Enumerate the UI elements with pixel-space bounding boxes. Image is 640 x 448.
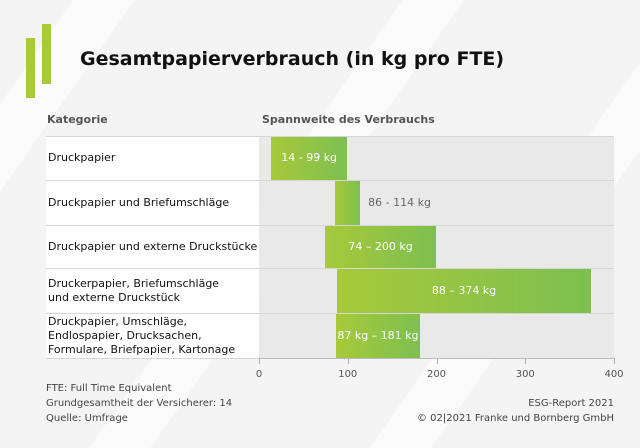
row-divider bbox=[46, 136, 614, 137]
category-label: Druckpapier bbox=[48, 151, 116, 164]
range-bar bbox=[336, 314, 420, 358]
x-tick-label: 400 bbox=[604, 369, 624, 380]
bar-label: 88 – 374 kg bbox=[431, 283, 497, 297]
category-label: Druckpapier und externe Druckstücke bbox=[48, 239, 258, 253]
x-tick-label: 300 bbox=[515, 369, 535, 380]
category-label: Druckerpapier, Briefumschläge und externe… bbox=[48, 276, 220, 304]
range-bar bbox=[335, 181, 361, 225]
footer-report: ESG-Report 2021 bbox=[528, 398, 614, 409]
footer-note: FTE: Full Time Equivalent bbox=[46, 383, 172, 394]
footer-copyright: © 02|2021 Franke und Bornberg GmbH bbox=[416, 413, 614, 424]
category-header: Kategorie bbox=[47, 113, 108, 126]
row-divider bbox=[46, 313, 614, 314]
category-label: Druckpapier und Briefumschläge bbox=[48, 195, 230, 209]
footer-right: ESG-Report 2021 © 02|2021 Franke und Bor… bbox=[417, 396, 614, 426]
footer-note: Grundgesamtheit der Versicherer: 14 bbox=[46, 398, 233, 409]
x-tick bbox=[347, 358, 349, 364]
x-tick bbox=[259, 358, 260, 364]
row-divider bbox=[46, 180, 614, 181]
x-tick-label: 200 bbox=[426, 369, 447, 380]
x-axis-line bbox=[259, 358, 614, 359]
x-tick bbox=[614, 358, 615, 364]
bar-label: 14 - 99 kg bbox=[281, 151, 338, 164]
category-label: Druckpapier, Umschläge, Endlospapier, Dru… bbox=[48, 314, 236, 356]
category-panel bbox=[46, 136, 260, 358]
row-divider bbox=[46, 268, 614, 269]
x-tick bbox=[525, 358, 527, 364]
logo-bar bbox=[26, 38, 35, 98]
bar-label: 74 – 200 kg bbox=[348, 239, 413, 253]
range-bar bbox=[271, 137, 347, 180]
x-tick-label: 100 bbox=[338, 369, 358, 380]
x-tick-label: 0 bbox=[255, 369, 263, 380]
value-header: Spannweite des Verbrauchs bbox=[262, 113, 435, 126]
bar-label: 86 - 114 kg bbox=[368, 195, 431, 209]
chart-title: Gesamtpapierverbrauch (in kg pro FTE) bbox=[80, 48, 505, 70]
row-divider bbox=[46, 225, 614, 226]
range-bar bbox=[337, 269, 591, 313]
logo-bar bbox=[42, 24, 51, 84]
footer-left: FTE: Full Time Equivalent Grundgesamthei… bbox=[46, 381, 232, 426]
range-bar bbox=[324, 226, 437, 268]
footer-note: Quelle: Umfrage bbox=[46, 413, 128, 424]
bar-label: 87 kg – 181 kg bbox=[337, 328, 419, 342]
x-tick bbox=[436, 358, 438, 364]
